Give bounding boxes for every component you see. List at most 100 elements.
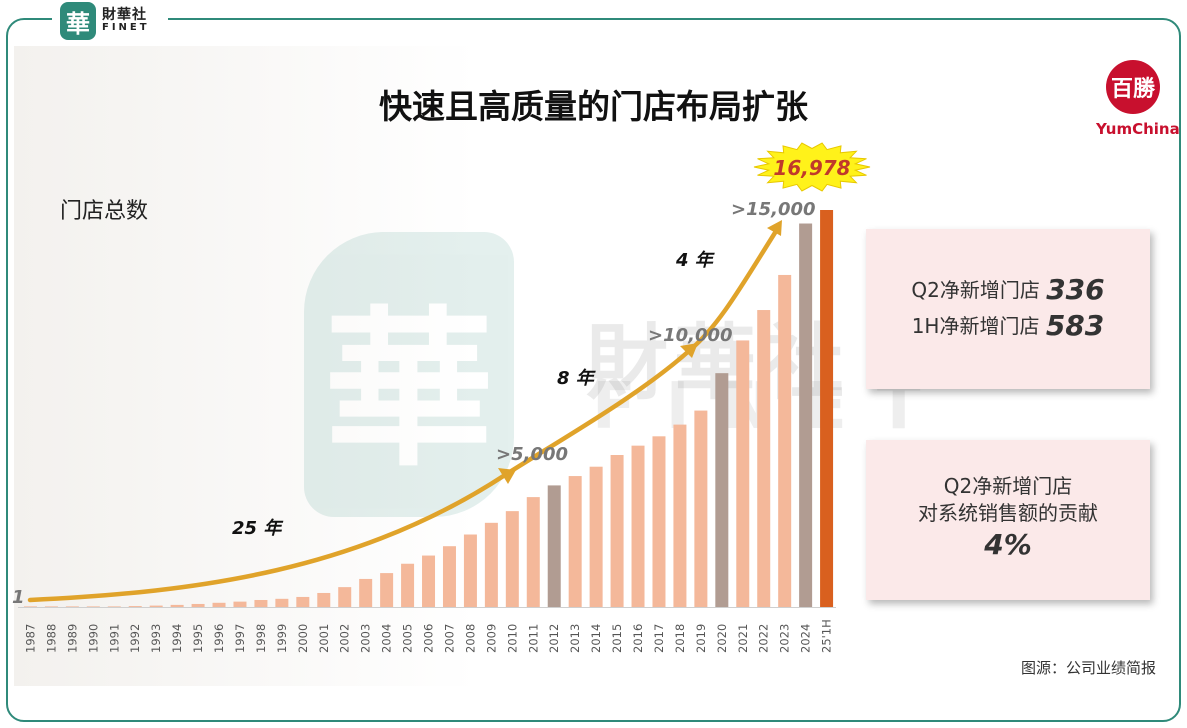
- x-tick-2021: 2021: [736, 624, 750, 653]
- x-tick-1993: 1993: [149, 624, 163, 653]
- bar-2019: [694, 410, 708, 607]
- bar-2011: [526, 497, 540, 607]
- bar-2012: [547, 485, 561, 607]
- brand-name-en: FINET: [102, 22, 150, 34]
- x-tick-2005: 2005: [401, 624, 415, 653]
- bar-2009: [484, 522, 498, 607]
- bar-2002: [338, 587, 352, 607]
- bar-1993: [149, 605, 163, 607]
- h1-net-new-line: 1H净新增门店 583: [911, 309, 1105, 342]
- x-tick-2015: 2015: [610, 624, 624, 653]
- bar-2006: [422, 555, 436, 607]
- x-tick-2002: 2002: [338, 624, 352, 653]
- x-tick-1987: 1987: [23, 624, 37, 653]
- bar-1989: [65, 606, 79, 607]
- bar-2015: [610, 455, 624, 607]
- x-tick-2010: 2010: [505, 624, 519, 653]
- x-tick-2018: 2018: [673, 624, 687, 653]
- bar-1996: [212, 602, 226, 607]
- yumchina-logo-icon: 百勝: [1106, 60, 1160, 114]
- bar-group: [18, 210, 836, 608]
- bar-2013: [568, 476, 582, 607]
- bar-2007: [442, 546, 456, 607]
- milestone-label-10000: >10,000: [648, 325, 733, 346]
- x-tick-2012: 2012: [547, 624, 561, 653]
- x-tick-2023: 2023: [778, 624, 792, 653]
- slide-title: 快速且高质量的门店布局扩张: [379, 87, 808, 126]
- bar-1987: [23, 606, 37, 607]
- starburst-shape: [753, 142, 871, 192]
- brand-name-cn: 財華社: [102, 7, 147, 24]
- bar-2018: [673, 424, 687, 607]
- x-tick-25'1H: 25'1H: [820, 619, 834, 653]
- bar-2001: [317, 592, 331, 607]
- x-tick-2017: 2017: [652, 624, 666, 653]
- bar-2004: [380, 573, 394, 607]
- milestone-label-5000: >5,000: [496, 444, 569, 465]
- x-tick-2022: 2022: [757, 624, 771, 653]
- x-tick-2013: 2013: [568, 624, 582, 653]
- x-tick-1997: 1997: [233, 624, 247, 653]
- watermark-seal-icon: 華: [304, 232, 514, 517]
- source-caption: 图源：公司业绩简报: [1021, 659, 1157, 677]
- bar-2023: [778, 274, 792, 607]
- bar-2024: [799, 223, 813, 607]
- x-tick-2019: 2019: [694, 624, 708, 653]
- segment-label-25y: 25 年: [232, 518, 282, 539]
- arrow-head-2: [680, 343, 698, 358]
- x-tick-2006: 2006: [422, 624, 436, 653]
- bar-2014: [589, 466, 603, 607]
- x-tick-2011: 2011: [526, 624, 540, 653]
- x-tick-1990: 1990: [86, 624, 100, 653]
- x-tick-2014: 2014: [589, 624, 603, 653]
- contribution-line-1: Q2净新增门店: [943, 474, 1073, 498]
- x-tick-2004: 2004: [380, 624, 394, 653]
- x-tick-2007: 2007: [442, 624, 456, 653]
- bar-2016: [631, 445, 645, 607]
- finet-seal-icon: 華: [60, 2, 96, 40]
- bar-2021: [736, 340, 750, 607]
- bar-2008: [463, 534, 477, 607]
- milestone-label-1: 1: [12, 587, 25, 608]
- bar-2005: [401, 563, 415, 607]
- bar-1997: [233, 601, 247, 607]
- q2-net-new-value: 336: [1046, 273, 1105, 306]
- x-tick-1989: 1989: [65, 624, 79, 653]
- contribution-line-2: 对系统销售额的贡献: [918, 501, 1098, 525]
- bar-1992: [128, 606, 142, 607]
- x-tick-2020: 2020: [715, 624, 729, 653]
- finet-brand[interactable]: 華 財華社 FINET: [60, 2, 150, 40]
- growth-arrow-group: [27, 220, 782, 603]
- arrow-head-3: [767, 220, 782, 236]
- x-tick-2016: 2016: [631, 624, 645, 653]
- bar-1999: [275, 598, 289, 607]
- bar-1998: [254, 599, 268, 607]
- segment-label-4y: 4 年: [676, 250, 713, 271]
- x-tick-1999: 1999: [275, 624, 289, 653]
- x-tick-2009: 2009: [484, 624, 498, 653]
- x-tick-1996: 1996: [212, 624, 226, 653]
- x-tick-2001: 2001: [317, 624, 331, 653]
- x-tick-2003: 2003: [359, 624, 373, 653]
- x-tick-2008: 2008: [463, 624, 477, 653]
- h1-net-new-value: 583: [1045, 309, 1105, 342]
- growth-arrow: [27, 225, 781, 603]
- bar-2010: [505, 511, 519, 607]
- contribution-value: 4%: [984, 528, 1032, 561]
- x-tick-2024: 2024: [799, 624, 813, 653]
- x-tick-1995: 1995: [191, 624, 205, 653]
- starburst-group: [753, 142, 871, 192]
- arrow-head-1: [498, 468, 516, 484]
- bar-2017: [652, 436, 666, 607]
- net-new-stores-card: Q2净新增门店 336 1H净新增门店 583: [866, 229, 1150, 389]
- x-tick-group: 1987 1988 1989 1990 1991 1992 1993 1994 1995 1996…: [23, 619, 833, 653]
- bar-2022: [757, 310, 771, 607]
- bar-1995: [191, 603, 205, 607]
- bar-25'1H: [820, 210, 834, 607]
- sales-contribution-card: Q2净新增门店 对系统销售额的贡献 4%: [866, 440, 1150, 600]
- bar-1988: [44, 606, 58, 607]
- x-tick-1998: 1998: [254, 624, 268, 653]
- milestone-label-15000: >15,000: [731, 199, 816, 220]
- latest-total-label: 16,978: [773, 156, 851, 180]
